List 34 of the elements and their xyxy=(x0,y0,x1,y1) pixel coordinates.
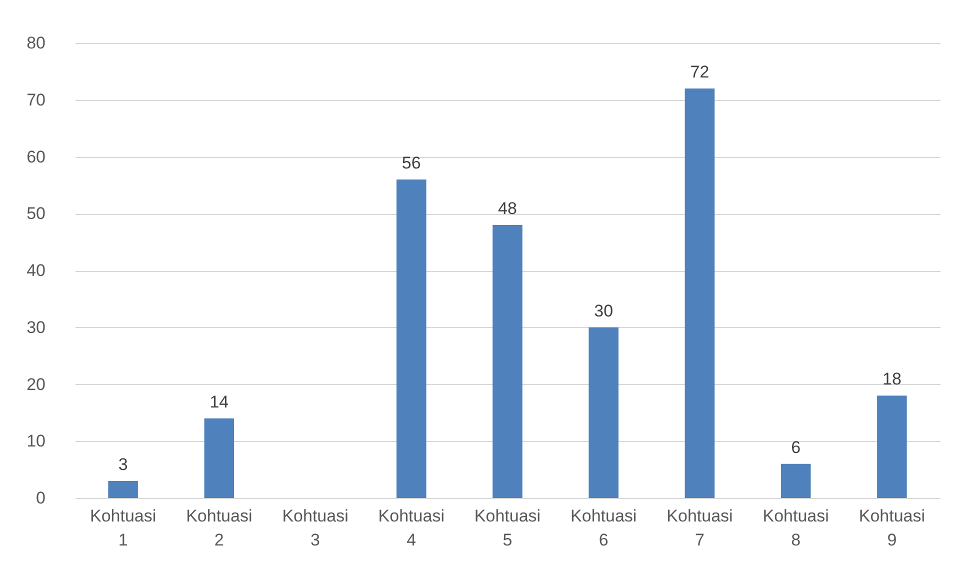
data-label: 48 xyxy=(498,199,517,218)
bar xyxy=(492,225,522,498)
x-tick-label: Kohtuasi 6 xyxy=(570,506,637,550)
bar xyxy=(396,180,426,498)
x-tick-label: Kohtuasi 9 xyxy=(858,506,926,550)
data-label: 14 xyxy=(210,392,229,412)
y-tick-label: 20 xyxy=(26,374,46,394)
x-tick-label: Kohtuasi 5 xyxy=(474,506,541,550)
bar xyxy=(108,480,138,498)
y-tick-label: 0 xyxy=(36,488,46,508)
y-tick-label: 50 xyxy=(26,204,46,224)
bar xyxy=(588,327,619,498)
y-tick-label: 40 xyxy=(26,261,46,280)
x-tick-label: Kohtuasi 3 xyxy=(282,506,348,550)
y-tick-label: 70 xyxy=(26,90,46,110)
data-label: 72 xyxy=(690,62,710,82)
x-tick-label: Kohtuasi 2 xyxy=(186,506,252,550)
x-tick-label: Kohtuasi 7 xyxy=(666,506,733,550)
x-tick-label: Kohtuasi 1 xyxy=(90,506,156,550)
data-label: 30 xyxy=(594,301,614,320)
bar xyxy=(877,396,907,498)
x-tick-label: Kohtuasi 8 xyxy=(762,506,829,550)
data-label: 18 xyxy=(882,370,902,389)
data-label: 56 xyxy=(402,154,421,172)
data-label: 3 xyxy=(118,454,128,474)
y-tick-label: 80 xyxy=(26,34,46,52)
bar xyxy=(204,418,234,498)
y-tick-label: 30 xyxy=(26,318,46,337)
bar xyxy=(684,88,715,498)
y-tick-label: 10 xyxy=(26,432,46,451)
x-tick-label: Kohtuasi 4 xyxy=(378,506,444,550)
bar xyxy=(780,464,811,498)
y-tick-label: 60 xyxy=(26,147,46,166)
data-label: 6 xyxy=(791,438,801,457)
